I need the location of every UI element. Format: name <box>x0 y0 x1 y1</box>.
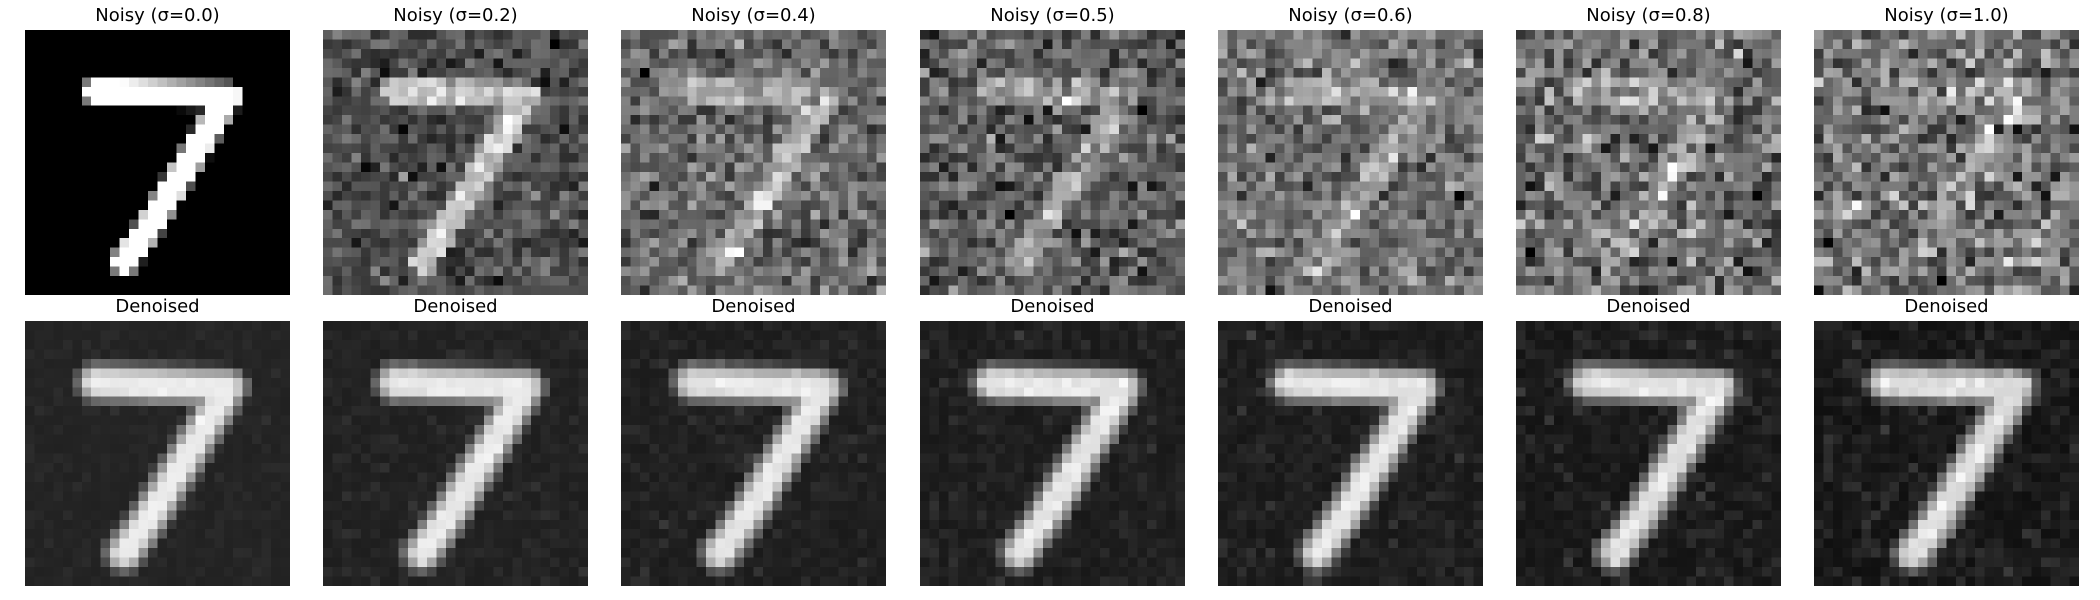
noisy-image <box>323 30 588 295</box>
denoised-image <box>920 321 1185 586</box>
noisy-title: Noisy (σ=0.5) <box>990 5 1115 26</box>
denoised-image <box>1814 321 2079 586</box>
noisy-title: Noisy (σ=0.6) <box>1288 5 1413 26</box>
noisy-image <box>1814 30 2079 295</box>
denoised-image <box>25 321 290 586</box>
noisy-image <box>1218 30 1483 295</box>
noisy-title: Noisy (σ=0.2) <box>393 5 518 26</box>
denoised-title: Denoised <box>1904 296 1989 317</box>
denoised-title: Denoised <box>1010 296 1095 317</box>
denoised-title: Denoised <box>1606 296 1691 317</box>
noisy-title: Noisy (σ=0.0) <box>95 5 220 26</box>
denoised-title: Denoised <box>711 296 796 317</box>
denoised-image <box>1516 321 1781 586</box>
noisy-image <box>920 30 1185 295</box>
denoised-title: Denoised <box>413 296 498 317</box>
denoised-image <box>323 321 588 586</box>
noisy-title: Noisy (σ=1.0) <box>1884 5 2009 26</box>
noisy-title: Noisy (σ=0.8) <box>1586 5 1711 26</box>
denoised-title: Denoised <box>115 296 200 317</box>
noisy-image <box>1516 30 1781 295</box>
denoised-image <box>1218 321 1483 586</box>
noisy-image <box>621 30 886 295</box>
noisy-title: Noisy (σ=0.4) <box>691 5 816 26</box>
noisy-image <box>25 30 290 295</box>
denoised-title: Denoised <box>1308 296 1393 317</box>
denoised-image <box>621 321 886 586</box>
